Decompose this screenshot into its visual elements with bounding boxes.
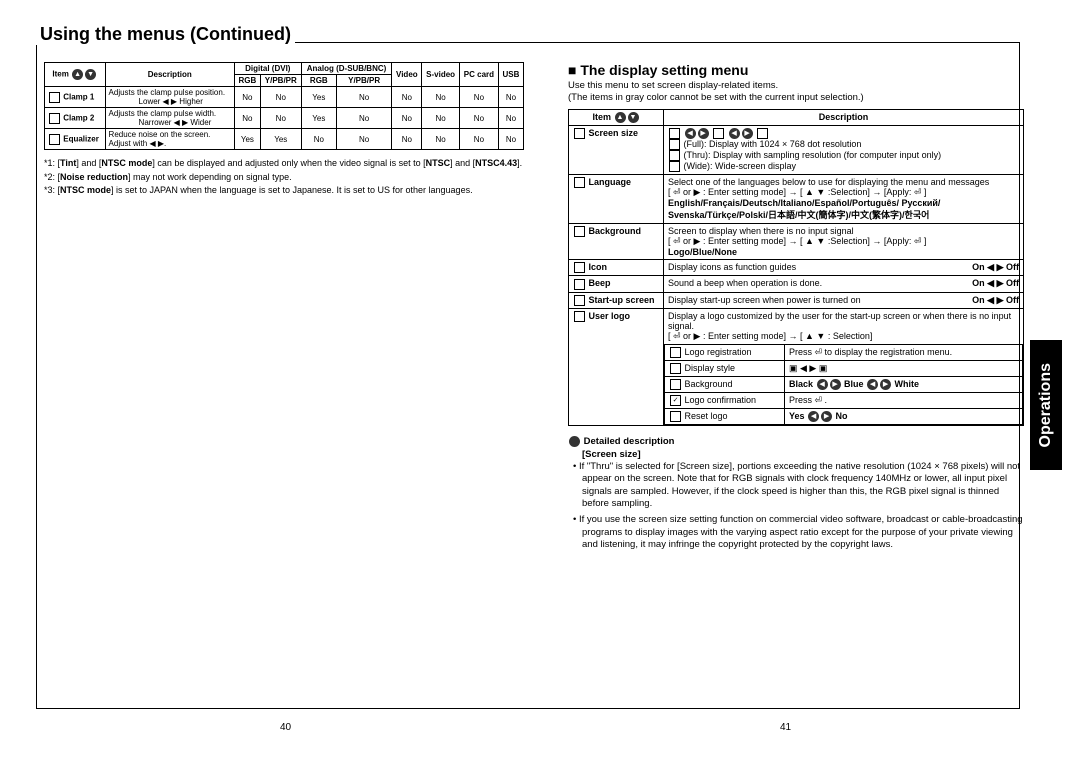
userlogo-inner-table: Logo registrationPress ⏎ to display the … [664,344,1023,426]
left-icon: ◀ [817,379,828,390]
row-screen-size: Screen size ◀▶ ◀▶ (Full): Display with 1… [569,125,1024,175]
screen-size-icon [574,128,585,139]
row-startup: Start-up screen Display start-up screen … [569,292,1024,308]
operations-tab: Operations [1030,340,1062,470]
left-column: Item ▲▼ Description Digital (DVI) Analog… [44,62,524,199]
item-icon [49,113,60,124]
down-icon: ▼ [628,112,639,123]
section-heading: ■ The display setting menu [568,62,1024,78]
startup-icon [574,295,585,306]
userlogo-icon [574,311,585,322]
intro-text: Use this menu to set screen display-rela… [568,80,1024,105]
table-row: Clamp 1 Adjusts the clamp pulse position… [45,87,524,108]
right-column: ■ The display setting menu Use this menu… [568,62,1024,555]
page-number-right: 41 [780,722,791,733]
display-setting-table: Item ▲▼ Description Screen size ◀▶ ◀▶ (F… [568,109,1024,427]
col-digital: Digital (DVI) [234,63,301,75]
beep-icon [574,279,585,290]
right-icon: ▶ [698,128,709,139]
item-icon [49,134,60,145]
row-background: Background Screen to display when there … [569,224,1024,260]
col-item: Item ▲▼ [45,63,106,87]
page-number-left: 40 [280,722,291,733]
left-icon: ◀ [867,379,878,390]
bullet-icon [569,436,580,447]
language-icon [574,177,585,188]
operations-tab-label: Operations [1037,363,1055,447]
up-icon: ▲ [72,69,83,80]
col-video: Video [392,63,422,87]
right-icon: ▶ [830,379,841,390]
right-icon: ▶ [880,379,891,390]
thru-icon [669,150,680,161]
wide-icon [669,161,680,172]
detailed-p2: • If you use the screen size setting fun… [568,514,1024,551]
logo-reg-icon [670,347,681,358]
col-usb: USB [498,63,523,87]
col-item: Item ▲▼ [569,109,664,125]
col-desc: Description [664,109,1024,125]
left-table: Item ▲▼ Description Digital (DVI) Analog… [44,62,524,150]
right-icon: ▶ [742,128,753,139]
col-ypbpr1: Y/PB/PR [260,75,301,87]
footnote-1: *1: [Tint] and [NTSC mode] can be displa… [44,158,524,170]
row-language: Language Select one of the languages bel… [569,175,1024,224]
col-desc: Description [105,63,234,87]
confirm-icon: ✓ [670,395,681,406]
wide-icon [757,128,768,139]
left-icon: ◀ [729,128,740,139]
icon-icon [574,262,585,273]
col-analog: Analog (D-SUB/BNC) [301,63,392,75]
detailed-p1: • If "Thru" is selected for [Screen size… [568,461,1024,510]
full-icon [669,139,680,150]
item-icon [49,92,60,103]
background-icon [574,226,585,237]
row-userlogo: User logo Display a logo customized by t… [569,308,1024,344]
left-icon: ◀ [808,411,819,422]
col-ypbpr2: Y/PB/PR [336,75,391,87]
left-icon: ◀ [685,128,696,139]
row-icon: Icon Display icons as function guidesOn … [569,260,1024,276]
col-svideo: S-video [422,63,460,87]
right-icon: ▶ [821,411,832,422]
page-title: Using the menus (Continued) [36,24,295,45]
row-beep: Beep Sound a beep when operation is done… [569,276,1024,292]
display-style-icon [670,363,681,374]
col-rgb1: RGB [234,75,260,87]
footnote-3: *3: [NTSC mode] is set to JAPAN when the… [44,185,524,197]
detailed-description: Detailed description [Screen size] • If … [568,436,1024,551]
col-pccard: PC card [459,63,498,87]
reset-icon [670,411,681,422]
table-row: Clamp 2 Adjusts the clamp pulse width.Na… [45,108,524,129]
bg-icon [670,379,681,390]
footnotes: *1: [Tint] and [NTSC mode] can be displa… [44,158,524,197]
full-icon [669,128,680,139]
thru-icon [713,128,724,139]
footnote-2: *2: [Noise reduction] may not work depen… [44,172,524,184]
col-rgb2: RGB [301,75,336,87]
up-icon: ▲ [615,112,626,123]
down-icon: ▼ [85,69,96,80]
table-row: Equalizer Reduce noise on the screen.Adj… [45,129,524,150]
